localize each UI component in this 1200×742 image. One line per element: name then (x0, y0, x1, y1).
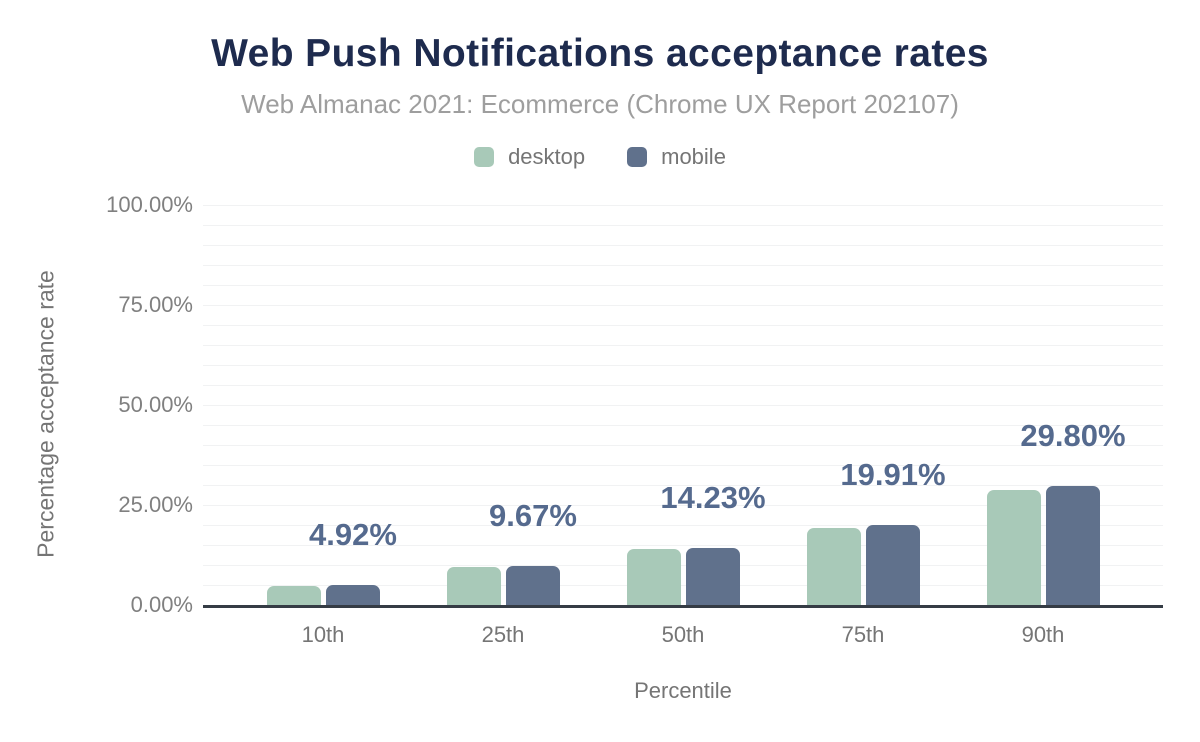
bar-desktop-10th[interactable] (266, 585, 321, 605)
x-axis-title: Percentile (634, 678, 732, 703)
bar-pair (806, 525, 920, 605)
bar-pair (986, 485, 1100, 605)
x-tick-label-75th: 75th (841, 622, 885, 647)
legend-swatch-desktop (474, 147, 495, 167)
y-tick-label: 25.00% (118, 492, 193, 517)
data-label-10th: 4.92% (309, 517, 397, 553)
y-tick-label: 50.00% (118, 392, 193, 417)
chart-title: Web Push Notifications acceptance rates (211, 32, 989, 75)
bar-group-50th: 14.23% 50th (593, 205, 773, 647)
bar-group-75th: 19.91% 75th (773, 205, 953, 647)
bar-group-25th: 9.67% 25th (413, 205, 593, 647)
bar-mobile-90th[interactable] (1045, 485, 1100, 605)
legend: desktop mobile (0, 144, 1200, 170)
bar-columns: 4.92% 10th 9.67% 25th 14.23% 50th 19.91% 75th 29… (203, 205, 1163, 647)
bar-mobile-75th[interactable] (865, 525, 920, 605)
bar-desktop-90th[interactable] (986, 489, 1041, 605)
bar-group-10th: 4.92% 10th (233, 205, 413, 647)
data-label-50th: 14.23% (660, 480, 766, 516)
bar-desktop-75th[interactable] (806, 528, 861, 605)
bar-desktop-50th[interactable] (626, 549, 681, 605)
x-tick-label-25th: 25th (481, 622, 525, 647)
bar-pair (446, 566, 560, 605)
legend-label-mobile: mobile (661, 144, 726, 169)
legend-item-mobile[interactable]: mobile (627, 144, 726, 170)
bar-group-90th: 29.80% 90th (953, 205, 1133, 647)
bar-mobile-10th[interactable] (325, 585, 380, 605)
bar-mobile-50th[interactable] (685, 548, 740, 605)
y-tick-label: 0.00% (130, 592, 193, 617)
x-tick-label-50th: 50th (661, 622, 705, 647)
data-label-25th: 9.67% (489, 498, 577, 534)
legend-label-desktop: desktop (508, 144, 586, 169)
legend-item-desktop[interactable]: desktop (474, 144, 585, 170)
y-tick-label: 100.00% (106, 192, 193, 217)
x-tick-label-90th: 90th (1021, 622, 1065, 647)
y-axis-title: Percentage acceptance rate (32, 270, 59, 558)
bar-pair (266, 585, 380, 605)
bar-mobile-25th[interactable] (505, 566, 560, 605)
legend-swatch-mobile (627, 147, 648, 167)
data-label-75th: 19.91% (840, 457, 946, 493)
chart-subtitle: Web Almanac 2021: Ecommerce (Chrome UX R… (241, 89, 959, 119)
x-tick-label-10th: 10th (301, 622, 345, 647)
data-label-90th: 29.80% (1020, 417, 1126, 453)
y-tick-label: 75.00% (118, 292, 193, 317)
bar-desktop-25th[interactable] (446, 566, 501, 605)
bar-pair (626, 548, 740, 605)
plot-area: 4.92% 10th 9.67% 25th 14.23% 50th 19.91% 75th 29… (106, 192, 1163, 647)
